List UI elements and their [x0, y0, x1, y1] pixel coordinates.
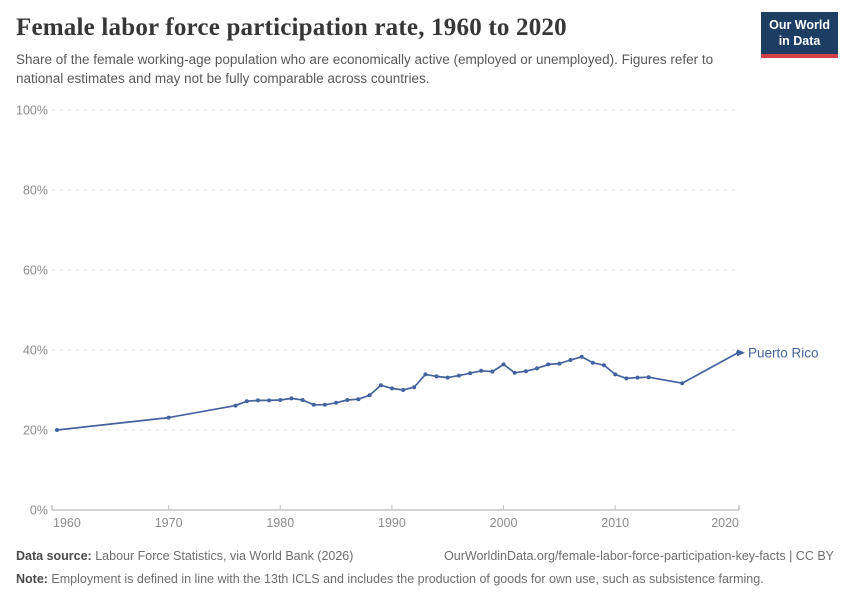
data-point[interactable]: [445, 375, 450, 380]
data-point[interactable]: [434, 374, 439, 379]
data-point[interactable]: [300, 398, 305, 402]
data-point[interactable]: [55, 428, 59, 432]
x-axis-tick-label: 2010: [601, 516, 629, 530]
data-point[interactable]: [367, 393, 372, 398]
data-point[interactable]: [635, 375, 640, 380]
y-axis-tick-label: 20%: [23, 424, 48, 438]
data-point[interactable]: [278, 398, 283, 402]
data-point[interactable]: [267, 398, 272, 403]
data-source-text: Labour Force Statistics, via World Bank …: [91, 549, 354, 563]
x-axis-tick-label: 1980: [266, 516, 294, 530]
data-point[interactable]: [412, 385, 417, 390]
owid-logo[interactable]: Our World in Data: [761, 12, 838, 59]
chart-plot-area[interactable]: 0% 20% 40% 60% 80% 100% 1960 1970 1980 1990 2000 20…: [0, 95, 850, 540]
data-point[interactable]: [523, 369, 528, 374]
note-label: Note:: [16, 572, 48, 587]
page-title: Female labor force participation rate, 1…: [16, 14, 567, 41]
data-source-label: Data source:: [16, 549, 92, 563]
line-end-arrow: [737, 349, 745, 357]
data-point[interactable]: [479, 368, 484, 373]
chart-header: Female labor force participation rate, 1…: [16, 14, 756, 88]
y-axis-tick-label: 100%: [16, 104, 48, 118]
data-point[interactable]: [490, 369, 495, 374]
data-point[interactable]: [233, 403, 238, 408]
data-point[interactable]: [624, 376, 629, 381]
data-point[interactable]: [568, 358, 573, 362]
citation-link[interactable]: OurWorldinData.org/female-labor-force-pa…: [444, 549, 834, 563]
data-point[interactable]: [468, 371, 473, 376]
data-point[interactable]: [401, 388, 406, 392]
data-point[interactable]: [356, 397, 361, 402]
x-axis-tick-label: 1990: [378, 516, 406, 530]
note-text: Employment is defined in line with the 1…: [47, 572, 764, 587]
data-point[interactable]: [334, 400, 339, 405]
y-axis-tick-label: 0%: [30, 504, 48, 518]
chart-subtitle: Share of the female working-age populati…: [16, 52, 714, 87]
y-axis-tick-label: 60%: [23, 264, 48, 278]
x-axis-tick-label: 1960: [53, 516, 81, 530]
data-point[interactable]: [613, 372, 618, 377]
series-line-puerto-rico[interactable]: [56, 351, 739, 431]
data-point[interactable]: [535, 366, 539, 371]
data-point[interactable]: [546, 362, 551, 367]
data-point[interactable]: [256, 398, 260, 403]
data-point[interactable]: [456, 373, 461, 378]
data-point[interactable]: [512, 370, 517, 375]
y-axis-tick-label: 40%: [23, 344, 48, 358]
data-point[interactable]: [345, 398, 350, 402]
data-point[interactable]: [590, 360, 595, 365]
data-point[interactable]: [378, 383, 383, 388]
data-point[interactable]: [423, 372, 428, 377]
y-axis-tick-label: 80%: [23, 184, 48, 198]
data-point[interactable]: [680, 381, 685, 386]
x-axis-tick-label: 1970: [155, 516, 183, 530]
data-point[interactable]: [579, 354, 584, 359]
data-point[interactable]: [389, 386, 394, 391]
data-point[interactable]: [646, 375, 651, 380]
data-point[interactable]: [244, 399, 249, 404]
note-line: Note: Employment is defined in line with…: [16, 570, 834, 588]
data-point[interactable]: [311, 402, 316, 407]
data-point[interactable]: [501, 362, 506, 367]
owid-logo-line2: in Data: [778, 33, 821, 48]
chart-footer: Data source: Labour Force Statistics, vi…: [16, 547, 834, 588]
owid-logo-line1: Our World: [769, 18, 830, 32]
x-axis-tick-label: 2000: [490, 516, 518, 530]
entity-label[interactable]: Puerto Rico: [748, 345, 819, 360]
data-point[interactable]: [289, 396, 294, 401]
data-source-line: Data source: Labour Force Statistics, vi…: [16, 547, 353, 565]
data-point[interactable]: [602, 363, 606, 368]
data-point[interactable]: [166, 415, 171, 420]
chart-svg[interactable]: 0% 20% 40% 60% 80% 100% 1960 1970 1980 1990 2000 20…: [0, 95, 850, 540]
x-axis-tick-label: 2020: [711, 516, 739, 530]
data-point[interactable]: [322, 402, 327, 407]
data-point[interactable]: [557, 361, 562, 366]
